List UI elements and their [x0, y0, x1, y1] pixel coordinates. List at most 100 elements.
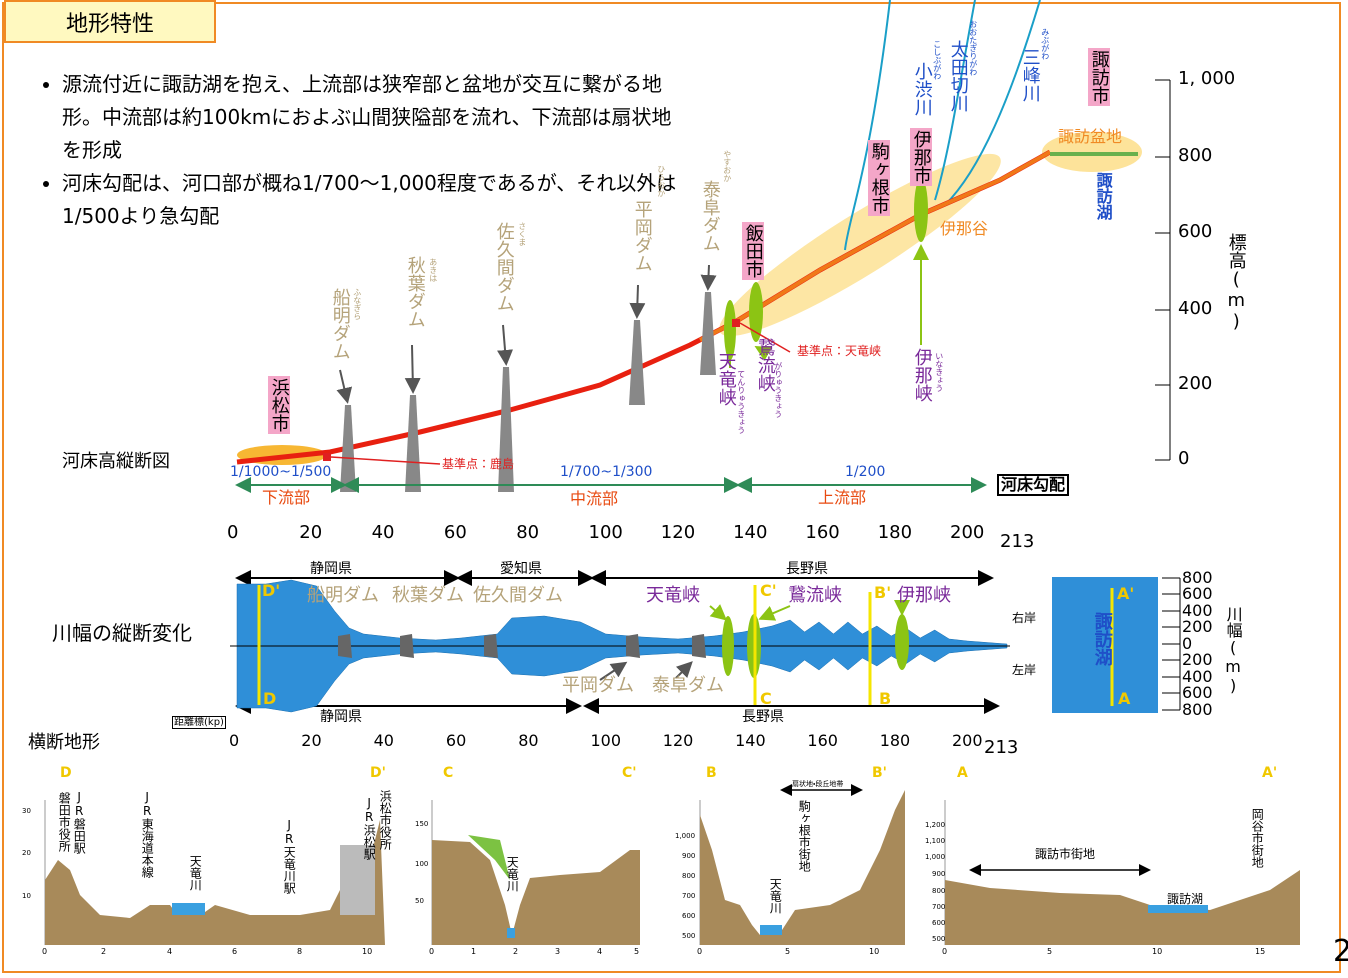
panels-y-ticks: 800 [682, 872, 696, 880]
width-x-ticks: 213 [984, 737, 1019, 758]
profile-y-axis-label: 標高(m) [1225, 233, 1247, 332]
width-y-ticks: 800 [1182, 568, 1213, 587]
width-x-ticks: 0 [229, 731, 240, 750]
profile-title: 河床高縦断図 [62, 451, 170, 472]
panels-right: C' [622, 765, 637, 781]
width-x-ticks: 100 [590, 731, 622, 750]
panels-x-ticks: 4 [597, 947, 603, 956]
panels-y-ticks: 500 [682, 932, 696, 940]
profile-reaches: 中流部 [570, 489, 619, 508]
width-sections: A [1118, 689, 1131, 708]
panels-labels: 扇状地・段丘地帯 [792, 780, 844, 788]
width-labels-top: 船明ダム [307, 585, 379, 606]
panels-y-ticks: 150 [415, 820, 429, 828]
width-distance-label: 距離標(kp) [172, 716, 226, 729]
width-shapes [230, 570, 1181, 714]
profile-x-ticks: 180 [877, 522, 913, 543]
panels-labels: JR東海道本線 [140, 790, 155, 878]
profile-reaches: 下流部 [262, 488, 311, 507]
profile-gradients: 1/200 [845, 464, 886, 480]
profile-gradients: 1/700~1/300 [560, 464, 653, 480]
profile-x-ticks: 60 [443, 522, 467, 543]
panels-left: C [443, 765, 454, 781]
panels-x-ticks: 3 [555, 947, 561, 956]
width-sections: C [760, 689, 772, 708]
panels-left: A [957, 765, 968, 781]
width-sections: C' [760, 581, 777, 600]
panels-x-ticks: 0 [42, 947, 48, 956]
profile-x-ticks: 200 [950, 522, 985, 543]
panels-x-ticks: 2 [101, 947, 107, 956]
panels-x-ticks: 10 [362, 947, 373, 956]
cross-sections-title: 横断地形 [28, 732, 100, 753]
panels-x-ticks: 2 [513, 947, 519, 956]
profile-reference-points: 基準点：鹿島 [442, 457, 515, 471]
profile-x-ticks: 213 [1000, 531, 1035, 552]
panels-labels: 諏訪市街地 [1035, 847, 1096, 861]
gorges-name: 鵞流峡 [754, 338, 776, 392]
panels-y-ticks: 1,200 [925, 821, 946, 829]
panels-right: D' [370, 765, 386, 781]
panels-labels: JR天竜川駅 [282, 818, 297, 894]
panels-labels: JR浜松駅 [362, 796, 377, 860]
bullet: 河床勾配は、河口部が概ね1/700～1,000程度であるが、それ以外は1/500… [62, 167, 682, 233]
width-x-ticks: 120 [662, 731, 694, 750]
width-sections: D [263, 689, 277, 708]
width-lake: 諏訪湖 [1091, 612, 1113, 666]
profile-x-ticks: 120 [660, 522, 696, 543]
profile-lake: 諏訪湖 [1093, 172, 1113, 220]
profile-gradient-label: 河床勾配 [997, 474, 1070, 496]
tributaries-reading: おおたぎりがわ [968, 20, 978, 76]
width-y-ticks: 400 [1182, 667, 1213, 686]
profile-basins: 伊那谷 [940, 219, 989, 238]
width-x-ticks: 20 [301, 731, 322, 750]
tributaries-reading: こしぶがわ [932, 40, 942, 80]
width-x-ticks: 180 [879, 731, 911, 750]
profile-cities: 諏訪市 [1088, 48, 1110, 106]
gorges-reading: いなきょう [934, 352, 944, 392]
panels-y-ticks: 30 [22, 807, 31, 815]
panels-y-ticks: 20 [22, 849, 31, 857]
width-labels-top: 伊那峡 [897, 585, 951, 606]
panels-labels: JR磐田駅 [72, 790, 87, 854]
width-prefectures-top: 愛知県 [500, 561, 542, 577]
width-prefectures-bottom: 長野県 [742, 709, 784, 725]
panels-right: A' [1262, 765, 1278, 781]
profile-basins: 諏訪盆地 [1058, 127, 1123, 146]
panels-y-ticks: 700 [932, 903, 946, 911]
panels-y-ticks: 900 [932, 870, 946, 878]
panels-x-ticks: 10 [1152, 947, 1163, 956]
panels-x-ticks: 6 [232, 947, 238, 956]
gorges-reading: てんりゅうきょう [736, 370, 746, 434]
width-labels-top: 佐久間ダム [473, 585, 563, 606]
width-prefectures-bottom: 静岡県 [320, 709, 362, 725]
panels-y-ticks: 10 [22, 892, 31, 900]
width-y-ticks: 400 [1182, 601, 1213, 620]
dams-reading: ひらおか [656, 165, 666, 197]
panels-x-ticks: 8 [297, 947, 303, 956]
profile-cities: 飯田市 [742, 222, 764, 280]
panels-labels: 岡谷市街地 [1250, 808, 1265, 868]
profile-y-ticks: 0 [1178, 448, 1190, 469]
profile-x-ticks: 160 [805, 522, 840, 543]
width-prefectures-top: 長野県 [786, 561, 828, 577]
panels-labels: 天竜川 [188, 855, 203, 891]
dams-name: 佐久間ダム [493, 222, 515, 312]
width-x-ticks: 140 [735, 731, 766, 750]
width-x-ticks: 40 [373, 731, 394, 750]
dams-reading: やすおか [722, 150, 732, 182]
panels-y-ticks: 100 [415, 860, 429, 868]
width-y-ticks: 600 [1182, 683, 1213, 702]
width-y-ticks: 200 [1182, 617, 1213, 636]
dams-name: 泰阜ダム [699, 180, 721, 252]
width-labels-bottom: 平岡ダム [562, 675, 634, 696]
panels-x-ticks: 5 [785, 947, 791, 956]
panels-y-ticks: 600 [682, 912, 696, 920]
panels-right: B' [872, 765, 887, 781]
gorges-reading: がりゅうきょう [773, 362, 783, 418]
profile-cities: 駒ヶ根市 [868, 140, 890, 216]
dams-reading: あきは [428, 258, 438, 282]
panels-y-ticks: 700 [682, 892, 696, 900]
